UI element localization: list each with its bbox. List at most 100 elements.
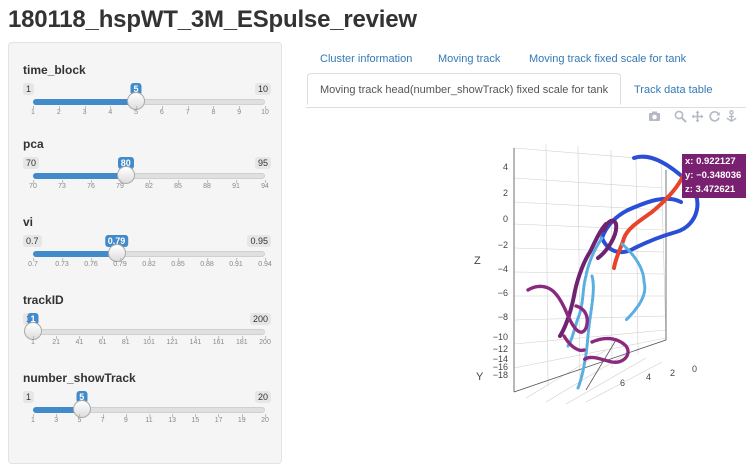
slider-value: 1 (27, 313, 39, 325)
slider-tick-label: 81 (121, 336, 130, 346)
slider-tick-label: 161 (212, 336, 225, 346)
slider-value: 5 (76, 391, 88, 403)
slider-tick-label: 94 (261, 180, 269, 190)
slider-max: 95 (254, 157, 271, 169)
slider-tick-label: 76 (87, 180, 95, 190)
slider-tick-label: 200 (259, 336, 271, 346)
slider-tick-label: 73 (58, 180, 66, 190)
y-axis-title: Y (476, 371, 484, 383)
pan-icon[interactable] (691, 110, 704, 123)
slider-ticks: 1 21 41 61 81 101 121 141 161 181 200 (31, 336, 271, 353)
track-series-5 (526, 284, 630, 364)
slider-max: 200 (249, 313, 271, 325)
z-tick-label: −14 (493, 354, 508, 364)
slider-tick-label: 85 (174, 180, 182, 190)
z-tick-label: −8 (498, 312, 508, 322)
slider-ticks: 1 3 5 7 9 11 13 15 17 19 20 (31, 414, 269, 431)
slider-tick-label: 61 (98, 336, 107, 346)
slider-ticks: 0.7 0.73 0.76 0.79 0.82 0.85 0.88 0.91 0.94 (28, 258, 272, 275)
slider-min: 1 (23, 83, 35, 95)
tab-track-data-table[interactable]: Track data table (634, 84, 713, 96)
slider-min: 0.7 (23, 235, 42, 247)
slider-tick-label: 2 (56, 106, 61, 116)
y-axis-ticks: 6 4 2 0 (620, 364, 697, 388)
slider-tick-label: 15 (191, 414, 200, 424)
hover-tooltip: x: 0.922127 y: −0.348036 z: 3.472621 (682, 154, 746, 198)
slider-tick-label: 6 (159, 106, 164, 116)
tab-moving-track-fixed-scale[interactable]: Moving track fixed scale for tank (529, 53, 687, 65)
track-series-3 (566, 236, 647, 390)
zoom-icon[interactable] (674, 110, 687, 123)
page-title: 180118_hspWT_3M_ESpulse_review (8, 6, 417, 33)
z-tick-label: −12 (493, 344, 508, 354)
z-tick-label: −4 (498, 264, 508, 274)
slider-tick-label: 5 (134, 106, 139, 116)
slider-tick-label: 3 (54, 414, 59, 424)
slider-tick-label: 121 (166, 336, 179, 346)
slider-tick-label: 88 (203, 180, 211, 190)
slider-handle[interactable] (72, 400, 91, 418)
slider-tick-label: 82 (145, 180, 153, 190)
slider-handle[interactable] (107, 244, 126, 262)
slider-tick-label: 1 (31, 414, 35, 424)
slider-ticks: 70 73 76 79 82 85 88 91 94 (29, 180, 269, 197)
z-tick-label: −18 (493, 370, 508, 380)
slider-tick-label: 0.82 (142, 258, 156, 268)
camera-icon[interactable] (648, 110, 661, 123)
slider-fill (33, 251, 117, 257)
slider-max: 20 (254, 391, 271, 403)
z-tick-label: 0 (503, 214, 508, 224)
slider-tick-label: 7 (185, 106, 190, 116)
slider-handle[interactable] (116, 166, 135, 184)
slider-tick-label: 0.76 (84, 258, 98, 268)
hover-z: z: 3.472621 (685, 184, 736, 195)
slider-tick-label: 79 (116, 180, 124, 190)
tab-cluster-information[interactable]: Cluster information (320, 53, 413, 65)
slider-track[interactable] (33, 329, 265, 335)
turntable-icon[interactable] (725, 110, 738, 123)
slider-handle[interactable] (127, 92, 145, 110)
z-tick-label: 2 (503, 188, 508, 198)
slider-label: trackID (23, 293, 64, 307)
slider-ticks: 1 2 3 4 5 6 7 8 9 10 (31, 106, 269, 123)
slider-tick-label: 1 (31, 336, 35, 346)
slider-tick-label: 8 (211, 106, 216, 116)
slider-tick-label: 0.91 (229, 258, 243, 268)
slider-label: pca (23, 137, 44, 151)
slider-tick-label: 17 (214, 414, 223, 424)
slider-tick-label: 0.79 (113, 258, 127, 268)
slider-label: time_block (23, 63, 86, 77)
slider-tick-label: 0.88 (200, 258, 214, 268)
orbit-icon[interactable] (708, 110, 721, 123)
tab-divider (306, 107, 746, 108)
slider-tick-label: 91 (232, 180, 240, 190)
slider-tick-label: 0.94 (258, 258, 272, 268)
track-series-4 (558, 218, 619, 338)
z-axis-title: Z (474, 255, 481, 267)
slider-tick-label: 141 (189, 336, 202, 346)
slider-tick-label: 13 (168, 414, 177, 424)
slider-handle[interactable] (24, 322, 42, 340)
z-tick-label: −10 (493, 332, 508, 342)
y-tick-label: 0 (692, 364, 697, 374)
slider-tick-label: 0.85 (171, 258, 185, 268)
y-tick-label: 4 (646, 372, 651, 382)
3d-scatter-plot[interactable]: Z Y 4 2 0 −2 −4 −6 −8 −10 −12−14−16−18 6 4 2 0 (466, 140, 746, 410)
z-axis-ticks: 4 2 0 −2 −4 −6 −8 −10 −12−14−16−18 (493, 162, 508, 380)
hover-y: y: −0.348036 (685, 170, 742, 181)
slider-tick-label: 7 (100, 414, 105, 424)
sidebar-panel: time_block 1 10 5 1 2 3 4 5 6 7 8 9 10 pca 70 95 80 70 73 76… (8, 42, 282, 464)
slider-fill (33, 407, 82, 413)
y-tick-label: 6 (620, 378, 625, 388)
y-tick-label: 2 (670, 368, 675, 378)
slider-max: 0.95 (247, 235, 271, 247)
slider-fill (33, 173, 126, 179)
slider-tick-label: 101 (143, 336, 155, 346)
tab-moving-track[interactable]: Moving track (438, 53, 501, 65)
tab-moving-track-head[interactable]: Moving track head(number_showTrack) fixe… (307, 73, 622, 105)
slider-value: 5 (130, 83, 142, 95)
slider-tick-label: 10 (261, 106, 269, 116)
slider-tick-label: 9 (123, 414, 128, 424)
slider-tick-label: 19 (237, 414, 246, 424)
slider-tick-label: 41 (75, 336, 84, 346)
